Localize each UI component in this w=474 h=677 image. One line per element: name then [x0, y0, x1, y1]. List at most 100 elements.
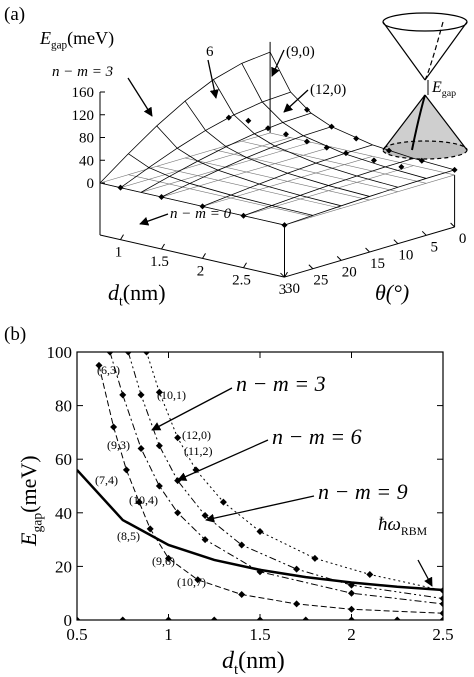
data-point	[137, 391, 145, 399]
plot-frame	[76, 351, 444, 621]
x-tick-label: 2	[347, 625, 356, 644]
x-tick-label: 2	[197, 263, 205, 279]
data-point	[439, 616, 443, 620]
x-axis-label-part: t	[119, 294, 123, 309]
x-axis-label: dt(nm)	[108, 280, 166, 309]
annotation: n − m = 3	[236, 371, 326, 396]
y-tick-label: 15	[370, 256, 385, 272]
y-tick-label: 0	[64, 611, 73, 630]
data-point	[106, 352, 114, 356]
data-point	[238, 591, 246, 599]
data-point	[174, 509, 182, 517]
point-label: (10,7)	[177, 575, 206, 589]
data-point	[323, 144, 330, 151]
data-point	[293, 565, 301, 573]
data-point	[240, 212, 247, 219]
y-tick	[365, 247, 370, 253]
data-point	[418, 157, 425, 164]
annotation-arrow	[127, 77, 153, 117]
surface-line	[161, 126, 332, 198]
data-point	[199, 203, 206, 210]
y-tick-label: 10	[398, 248, 413, 264]
panel-b: (b) 0.5 1 1.5 2 2.5 0 20 40 60 80 100 Egap(meV) dt(nm…	[4, 324, 454, 677]
data-point	[135, 498, 143, 506]
data-point	[393, 616, 401, 620]
surface-line	[99, 51, 271, 184]
data-point	[451, 166, 458, 173]
panel-a: (a)0408012016011.522.53051015202530Egap(…	[4, 4, 466, 309]
y-tick-label: 80	[55, 397, 72, 416]
data-point	[348, 589, 355, 597]
point-label: (8,5)	[117, 529, 140, 543]
data-point	[328, 123, 335, 130]
data-point	[265, 125, 272, 132]
z-tick-label: 40	[79, 153, 94, 169]
x-tick-label: 2.5	[232, 273, 251, 289]
y-tick-label: 100	[47, 343, 73, 362]
x-tick-label: 2.5	[432, 625, 453, 644]
data-point	[353, 135, 360, 142]
data-point	[137, 444, 145, 452]
annotation: 6	[206, 44, 214, 60]
x-tick	[161, 243, 165, 250]
point-label: (7,4)	[95, 473, 118, 487]
data-point	[210, 616, 218, 620]
panel-label: (b)	[4, 324, 26, 345]
x-axis-label: dt(nm)	[222, 648, 285, 677]
data-point	[256, 528, 264, 536]
surface-line	[213, 79, 399, 188]
floor-grid	[128, 174, 313, 218]
x-tick	[120, 234, 124, 240]
y-tick-label: 5	[431, 239, 439, 255]
data-point	[439, 600, 443, 608]
data-point	[439, 595, 443, 603]
x-axis-label-part: (nm)	[123, 280, 166, 305]
surface-line	[140, 112, 312, 193]
data-point	[281, 222, 288, 229]
data-point	[155, 442, 163, 450]
point-label: (12,0)	[182, 428, 211, 442]
data-point	[348, 616, 355, 620]
surface-line	[284, 169, 455, 226]
rbm-label-part: RBM	[401, 525, 428, 538]
data-point	[293, 600, 301, 608]
annotation: (9,0)	[286, 44, 315, 60]
x-tick-label: 1	[164, 625, 173, 644]
data-point	[398, 163, 405, 170]
point-label: (11,2)	[184, 444, 213, 458]
y-tick	[308, 264, 314, 270]
data-point	[256, 568, 264, 576]
data-point	[225, 114, 232, 121]
annotation-arrow	[417, 559, 433, 587]
point-label: (10,1)	[157, 388, 186, 402]
x-tick-label: 0.5	[66, 625, 87, 644]
y-tick	[450, 222, 455, 228]
panel-label: (a)	[4, 4, 25, 25]
y-tick-label: 40	[55, 504, 72, 523]
annotation-arrow	[207, 59, 219, 99]
y-axis-label-part: E	[16, 532, 41, 547]
annotation: n − m = 6	[272, 424, 362, 449]
curve	[98, 365, 443, 614]
inset-label: Egap	[431, 79, 456, 99]
annotation-arrow	[177, 439, 269, 481]
surface-line	[156, 125, 342, 207]
data-point	[201, 536, 209, 544]
y-tick	[336, 256, 342, 261]
data-point	[124, 352, 132, 356]
z-axis-label: Egap(meV)	[39, 28, 114, 52]
annotation: n − m = 0	[170, 206, 232, 222]
data-point	[158, 194, 165, 201]
annotation-arrow	[151, 387, 233, 431]
annotation-arrow	[139, 213, 169, 226]
data-point	[155, 482, 163, 490]
y-tick-label: 25	[313, 273, 328, 289]
annotation: (12,0)	[310, 82, 346, 98]
floor-grid	[270, 132, 455, 176]
data-point	[119, 616, 127, 620]
data-point	[110, 423, 118, 431]
cone-inset	[382, 12, 468, 160]
z-axis-label-part: gap	[51, 40, 68, 52]
data-point	[122, 466, 130, 474]
